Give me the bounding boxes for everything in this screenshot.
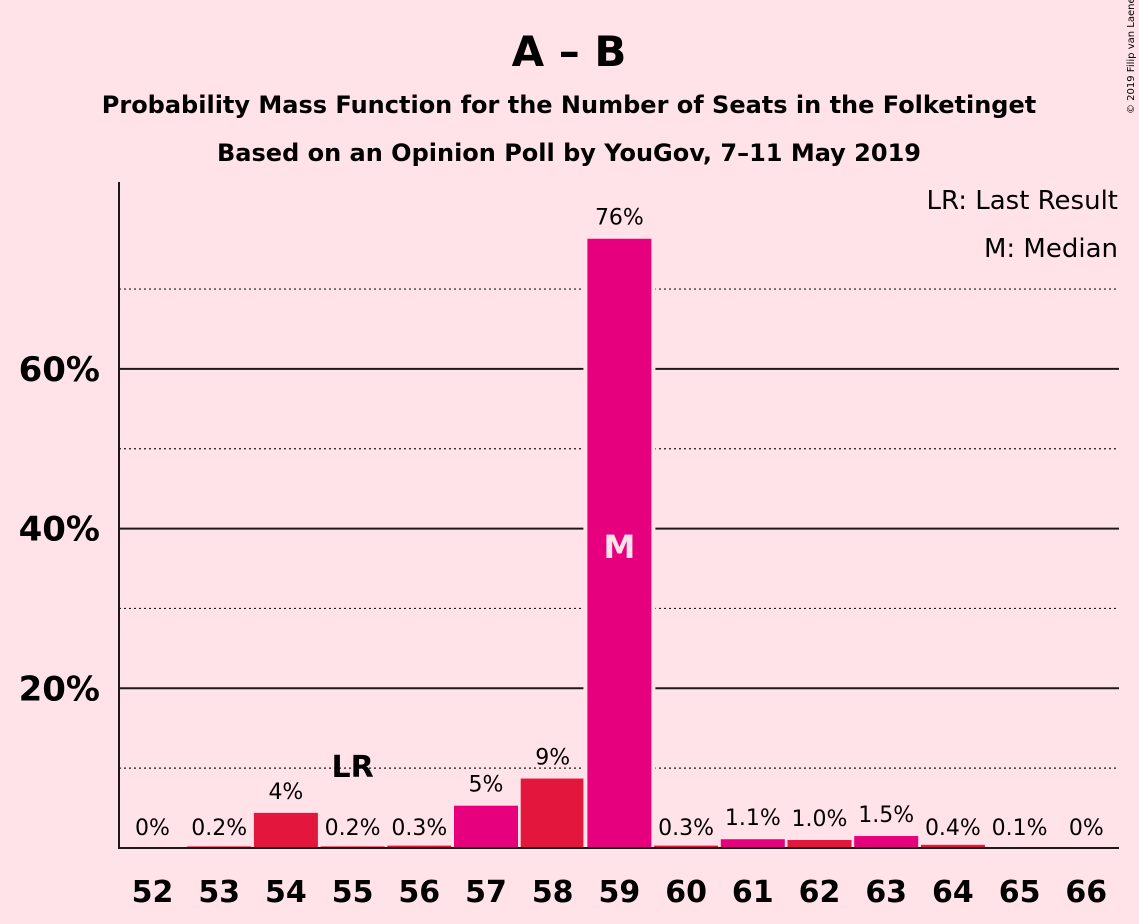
x-tick-56: 56	[398, 875, 440, 910]
bar-54	[253, 812, 318, 848]
data-label-63: 1.5%	[858, 803, 914, 828]
last-result-marker: LR	[331, 750, 373, 785]
data-label-55: 0.2%	[325, 816, 381, 841]
x-axis-ticks: 52 53 54 55 56 57 58 59 60 61 62 63 64 65 66	[132, 875, 1108, 910]
data-label-64: 0.4%	[925, 816, 981, 841]
x-tick-57: 57	[465, 875, 507, 910]
x-tick-59: 59	[599, 875, 641, 910]
bar-56	[387, 845, 452, 848]
bar-59	[587, 238, 652, 848]
x-tick-65: 65	[999, 875, 1041, 910]
legend-median: M: Median	[984, 234, 1118, 264]
bar-58	[520, 778, 585, 848]
y-tick-label: 60%	[19, 350, 100, 390]
y-tick-label: 40%	[19, 510, 100, 550]
chart-subtitle-1: Probability Mass Function for the Number…	[102, 91, 1036, 119]
bar-57	[454, 805, 518, 848]
bar-60	[654, 845, 719, 848]
data-label-57: 5%	[469, 773, 504, 798]
x-tick-55: 55	[332, 875, 374, 910]
y-tick-label: 20%	[19, 669, 100, 709]
legend-last-result: LR: Last Result	[926, 186, 1118, 216]
data-label-62: 1.0%	[792, 807, 848, 832]
data-label-66: 0%	[1069, 816, 1104, 841]
x-tick-64: 64	[932, 875, 974, 910]
copyright-note: © 2019 Filip van Laenen	[1126, 0, 1137, 114]
data-label-53: 0.2%	[191, 816, 247, 841]
data-label-60: 0.3%	[658, 816, 714, 841]
chart-title: A – B	[512, 27, 627, 76]
x-tick-53: 53	[198, 875, 240, 910]
data-labels: 0% 0.2% 4% 0.2% LR 0.3% 5% 9% 76% M 0.3% 1.1% 1.0% 1.…	[135, 206, 1104, 841]
bar-62	[787, 840, 852, 848]
x-tick-52: 52	[132, 875, 174, 910]
data-label-56: 0.3%	[391, 816, 447, 841]
data-label-54: 4%	[268, 780, 303, 805]
median-marker: M	[603, 528, 635, 566]
bar-64	[920, 844, 985, 848]
x-tick-58: 58	[532, 875, 574, 910]
x-tick-54: 54	[265, 875, 307, 910]
bars	[187, 238, 1052, 848]
bar-63	[854, 836, 919, 848]
x-tick-60: 60	[665, 875, 707, 910]
x-tick-61: 61	[732, 875, 774, 910]
x-tick-63: 63	[865, 875, 907, 910]
data-label-59: 76%	[595, 206, 644, 231]
y-axis-ticks: 20% 40% 60%	[19, 350, 100, 709]
x-tick-62: 62	[799, 875, 841, 910]
data-label-58: 9%	[535, 746, 570, 771]
bar-61	[720, 839, 785, 848]
chart-subtitle-2: Based on an Opinion Poll by YouGov, 7–11…	[217, 139, 921, 167]
data-label-65: 0.1%	[992, 816, 1048, 841]
data-label-61: 1.1%	[725, 806, 781, 831]
data-label-52: 0%	[135, 816, 170, 841]
x-tick-66: 66	[1065, 875, 1107, 910]
